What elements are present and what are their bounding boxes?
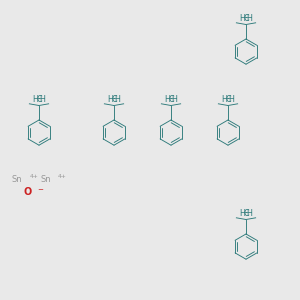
Text: H: H <box>247 14 253 23</box>
Text: C: C <box>111 95 117 104</box>
Text: H: H <box>115 95 121 104</box>
Text: H: H <box>247 209 253 218</box>
Text: H: H <box>40 95 46 104</box>
Text: C: C <box>168 95 174 104</box>
Text: C: C <box>243 14 249 23</box>
Text: 4+: 4+ <box>58 174 67 179</box>
Text: H: H <box>239 14 245 23</box>
Text: H: H <box>107 95 113 104</box>
Text: H: H <box>239 209 245 218</box>
Text: C: C <box>225 95 231 104</box>
Text: Sn: Sn <box>40 176 51 184</box>
Text: 4+: 4+ <box>29 174 38 179</box>
Text: C: C <box>36 95 42 104</box>
Text: O: O <box>23 187 32 197</box>
Text: Sn: Sn <box>12 176 22 184</box>
Text: H: H <box>32 95 38 104</box>
Text: H: H <box>221 95 227 104</box>
Text: C: C <box>243 209 249 218</box>
Text: −: − <box>37 187 43 193</box>
Text: H: H <box>172 95 178 104</box>
Text: H: H <box>164 95 170 104</box>
Text: H: H <box>229 95 235 104</box>
